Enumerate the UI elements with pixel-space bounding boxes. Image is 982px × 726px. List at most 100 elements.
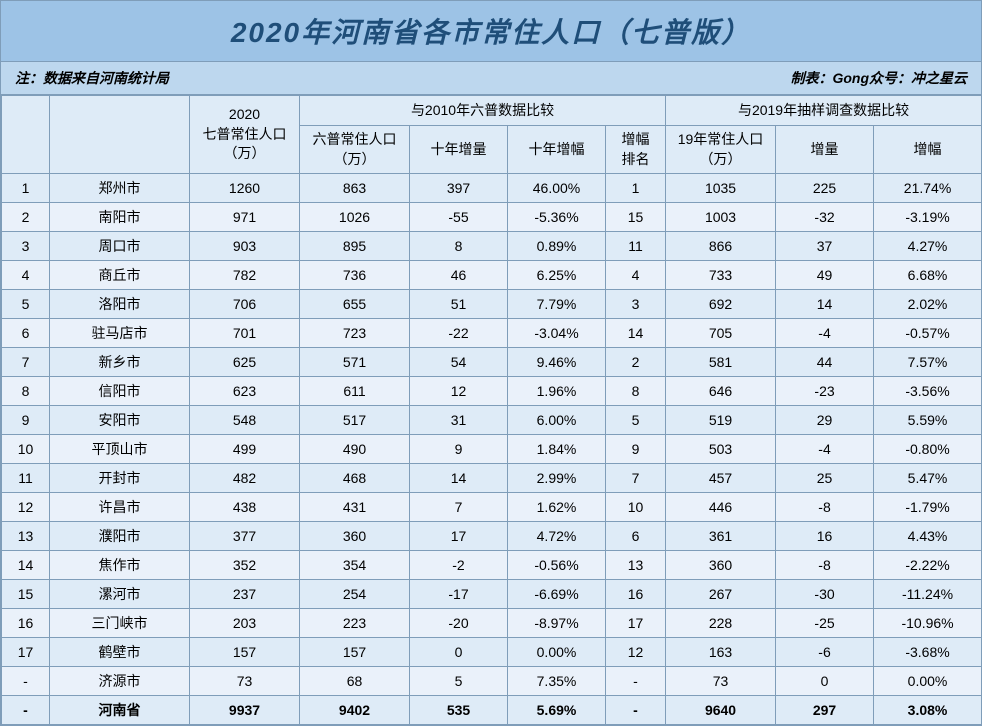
- cell-pop2010: 490: [300, 435, 410, 464]
- cell-pop2010: 517: [300, 406, 410, 435]
- cell-r10: 46.00%: [508, 174, 606, 203]
- header-rate19: 增幅: [874, 126, 982, 174]
- header-delta10: 十年增量: [410, 126, 508, 174]
- table-row: 16三门峡市203223-20-8.97%17228-25-10.96%: [2, 609, 982, 638]
- cell-d19: 44: [776, 348, 874, 377]
- cell-rank: 12: [2, 493, 50, 522]
- cell-pop2010: 468: [300, 464, 410, 493]
- cell-d19: -30: [776, 580, 874, 609]
- cell-rank: -: [2, 667, 50, 696]
- table-row: 14焦作市352354-2-0.56%13360-8-2.22%: [2, 551, 982, 580]
- cell-pop2020: 157: [190, 638, 300, 667]
- header-delta19: 增量: [776, 126, 874, 174]
- table-container: 2020年河南省各市常住人口（七普版） 注：数据来自河南统计局 制表：Gong众…: [0, 0, 982, 726]
- cell-pop2020: 623: [190, 377, 300, 406]
- cell-r10: 5.69%: [508, 696, 606, 725]
- cell-r19: -2.22%: [874, 551, 982, 580]
- cell-r10: 1.62%: [508, 493, 606, 522]
- cell-pop2010: 611: [300, 377, 410, 406]
- cell-pop2020: 203: [190, 609, 300, 638]
- table-row: 3周口市90389580.89%11866374.27%: [2, 232, 982, 261]
- cell-rank: 4: [2, 261, 50, 290]
- cell-pop2019: 733: [666, 261, 776, 290]
- cell-pop2020: 237: [190, 580, 300, 609]
- cell-d19: 14: [776, 290, 874, 319]
- cell-d19: 225: [776, 174, 874, 203]
- table-row: 12许昌市43843171.62%10446-8-1.79%: [2, 493, 982, 522]
- cell-rank: -: [2, 696, 50, 725]
- table-header: 2020七普常住人口（万） 与2010年六普数据比较 与2019年抽样调查数据比…: [2, 96, 982, 174]
- cell-r19: 7.57%: [874, 348, 982, 377]
- header-pop2020: 2020七普常住人口（万）: [190, 96, 300, 174]
- header-rate10: 十年增幅: [508, 126, 606, 174]
- cell-pop2019: 73: [666, 667, 776, 696]
- cell-rnk: 2: [606, 348, 666, 377]
- cell-pop2020: 782: [190, 261, 300, 290]
- cell-rnk: 10: [606, 493, 666, 522]
- header-pop2019: 19年常住人口（万）: [666, 126, 776, 174]
- cell-d19: -6: [776, 638, 874, 667]
- cell-rnk: 9: [606, 435, 666, 464]
- cell-city: 驻马店市: [50, 319, 190, 348]
- header-rank10: 增幅排名: [606, 126, 666, 174]
- table-row: 5洛阳市706655517.79%3692142.02%: [2, 290, 982, 319]
- cell-pop2020: 9937: [190, 696, 300, 725]
- cell-pop2019: 1003: [666, 203, 776, 232]
- cell-r19: -11.24%: [874, 580, 982, 609]
- cell-r10: 9.46%: [508, 348, 606, 377]
- cell-r10: 6.25%: [508, 261, 606, 290]
- cell-d10: 17: [410, 522, 508, 551]
- cell-rank: 8: [2, 377, 50, 406]
- cell-r10: 6.00%: [508, 406, 606, 435]
- cell-pop2019: 457: [666, 464, 776, 493]
- cell-rnk: 6: [606, 522, 666, 551]
- cell-pop2010: 254: [300, 580, 410, 609]
- header-city: [50, 96, 190, 174]
- cell-pop2020: 499: [190, 435, 300, 464]
- cell-d10: 14: [410, 464, 508, 493]
- cell-rnk: 3: [606, 290, 666, 319]
- table-row: 17鹤壁市15715700.00%12163-6-3.68%: [2, 638, 982, 667]
- cell-pop2020: 352: [190, 551, 300, 580]
- cell-d10: -22: [410, 319, 508, 348]
- cell-d19: 297: [776, 696, 874, 725]
- table-row: 10平顶山市49949091.84%9503-4-0.80%: [2, 435, 982, 464]
- cell-d19: -4: [776, 319, 874, 348]
- cell-d10: -55: [410, 203, 508, 232]
- cell-pop2019: 581: [666, 348, 776, 377]
- cell-r19: -0.80%: [874, 435, 982, 464]
- header-group-2019: 与2019年抽样调查数据比较: [666, 96, 982, 126]
- cell-d19: -4: [776, 435, 874, 464]
- cell-pop2010: 360: [300, 522, 410, 551]
- header-group-2010: 与2010年六普数据比较: [300, 96, 666, 126]
- cell-r10: -3.04%: [508, 319, 606, 348]
- cell-pop2020: 971: [190, 203, 300, 232]
- cell-pop2020: 377: [190, 522, 300, 551]
- table-row: 1郑州市126086339746.00%1103522521.74%: [2, 174, 982, 203]
- cell-rnk: 1: [606, 174, 666, 203]
- cell-d10: 535: [410, 696, 508, 725]
- table-row: 11开封市482468142.99%7457255.47%: [2, 464, 982, 493]
- cell-city: 洛阳市: [50, 290, 190, 319]
- cell-d19: 49: [776, 261, 874, 290]
- table-row: 7新乡市625571549.46%2581447.57%: [2, 348, 982, 377]
- cell-pop2020: 73: [190, 667, 300, 696]
- cell-pop2010: 223: [300, 609, 410, 638]
- note-row: 注：数据来自河南统计局 制表：Gong众号：冲之星云: [1, 62, 981, 95]
- cell-d10: 9: [410, 435, 508, 464]
- cell-pop2019: 692: [666, 290, 776, 319]
- cell-pop2019: 503: [666, 435, 776, 464]
- cell-d19: -25: [776, 609, 874, 638]
- cell-d10: -20: [410, 609, 508, 638]
- cell-d19: -8: [776, 493, 874, 522]
- table-row: 2南阳市9711026-55-5.36%151003-32-3.19%: [2, 203, 982, 232]
- cell-r10: 7.79%: [508, 290, 606, 319]
- cell-pop2010: 431: [300, 493, 410, 522]
- cell-pop2020: 438: [190, 493, 300, 522]
- cell-r10: -5.36%: [508, 203, 606, 232]
- cell-d19: -23: [776, 377, 874, 406]
- cell-r19: 5.47%: [874, 464, 982, 493]
- population-table: 2020七普常住人口（万） 与2010年六普数据比较 与2019年抽样调查数据比…: [1, 95, 982, 725]
- cell-rank: 7: [2, 348, 50, 377]
- cell-pop2020: 706: [190, 290, 300, 319]
